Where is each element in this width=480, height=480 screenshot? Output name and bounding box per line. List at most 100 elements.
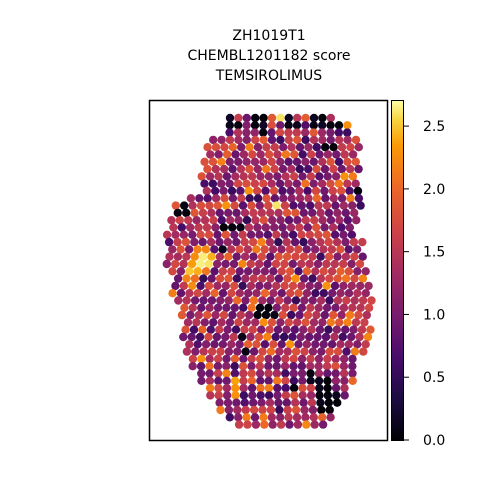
spot-point (281, 369, 290, 378)
spot-point (195, 194, 204, 203)
spot-point (315, 391, 324, 400)
spot-point (278, 223, 287, 232)
spot-point (344, 289, 354, 298)
spot-point (289, 362, 298, 371)
spot-point (301, 216, 310, 225)
spot-point (328, 223, 338, 232)
spot-point (334, 121, 344, 130)
spot-point (311, 267, 320, 276)
spot-point (238, 362, 248, 371)
spot-point (328, 289, 337, 298)
spot-point (247, 383, 257, 393)
spot-point (310, 216, 319, 225)
spot-point (239, 172, 248, 181)
spot-point (245, 143, 254, 152)
spot-point (176, 245, 185, 254)
spot-point (287, 143, 296, 152)
spot-point (274, 208, 283, 218)
spot-point (229, 259, 239, 269)
spot-point (343, 216, 352, 225)
spot-point (245, 194, 254, 203)
spot-point (252, 289, 261, 298)
spot-point (354, 143, 363, 152)
spot-point (292, 121, 302, 130)
spot-point (225, 135, 235, 145)
spot-point (247, 303, 256, 312)
spot-point (242, 157, 251, 166)
spot-point (175, 216, 184, 225)
spot-point (318, 135, 327, 145)
spot-point (221, 230, 231, 239)
spot-point (300, 296, 309, 305)
spot-point (202, 223, 212, 232)
spot-point (319, 267, 328, 276)
spot-point (267, 113, 277, 123)
spot-point (308, 296, 317, 305)
spot-point (171, 230, 180, 239)
spot-point (205, 354, 214, 364)
spot-point (205, 376, 215, 385)
spot-point (231, 383, 240, 393)
spot-point (294, 340, 303, 349)
spot-point (242, 318, 251, 327)
spot-point (333, 296, 343, 305)
spot-point (267, 179, 276, 188)
spot-point (320, 186, 329, 196)
spot-point (280, 281, 289, 291)
spot-point (251, 113, 260, 123)
spot-point (204, 332, 213, 342)
spot-point (353, 289, 362, 298)
spot-point (314, 376, 324, 385)
spot-point (306, 383, 316, 393)
spot-point (196, 201, 206, 210)
spot-point (353, 340, 362, 349)
spot-point (275, 179, 285, 188)
spot-point (291, 405, 301, 415)
spot-point (235, 340, 244, 349)
spot-point (183, 318, 193, 327)
spot-point (232, 296, 242, 305)
spot-point (303, 310, 313, 320)
spot-point (276, 135, 285, 145)
spot-point (330, 259, 339, 269)
spot-point (265, 325, 274, 334)
spot-point (249, 405, 259, 415)
spot-point (253, 164, 262, 174)
spot-point (198, 325, 207, 334)
spot-point (291, 347, 301, 356)
spot-point (277, 289, 286, 298)
spot-point (343, 179, 352, 188)
spot-point (222, 303, 231, 312)
spot-point (171, 201, 180, 210)
spot-point (261, 310, 271, 320)
spot-point (223, 325, 232, 334)
spot-point (250, 413, 260, 422)
spot-point (266, 274, 275, 283)
spot-point (234, 420, 244, 429)
spot-point (295, 194, 305, 203)
spot-point (314, 369, 324, 378)
spot-point (269, 340, 278, 349)
spot-point (319, 340, 328, 349)
spot-point (265, 237, 275, 247)
spot-point (199, 274, 208, 283)
spot-point (285, 267, 295, 276)
spot-point (314, 281, 323, 291)
spot-point (247, 369, 256, 378)
spot-point (323, 172, 332, 181)
spot-point (205, 369, 214, 378)
spot-point (259, 128, 268, 137)
spot-point (273, 325, 283, 334)
spot-point (300, 405, 309, 415)
spot-point (209, 135, 218, 145)
spot-point (330, 332, 339, 342)
spot-point (232, 252, 241, 261)
spot-point (230, 354, 240, 364)
spot-point (240, 252, 250, 261)
spot-point (299, 325, 308, 334)
spot-point (264, 376, 273, 385)
spot-point (241, 405, 250, 415)
spot-point (278, 164, 288, 174)
spot-point (302, 420, 311, 429)
